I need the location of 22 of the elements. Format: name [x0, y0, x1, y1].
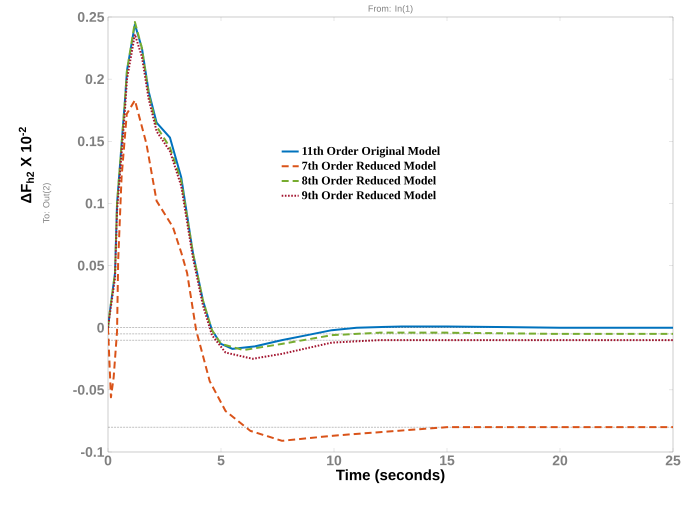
- legend-label: 11th Order Original Model: [302, 146, 440, 158]
- x-axis-title: Time (seconds): [336, 469, 444, 484]
- y-tick-label: 0.05: [78, 260, 104, 271]
- legend-label: 7th Order Reduced Model: [302, 161, 436, 170]
- legend-label: 9th Order Reduced Model: [302, 190, 436, 200]
- text: To: Out(2): [42, 183, 52, 224]
- x-tick-label: 25: [666, 456, 680, 466]
- y-tick-label: 0.15: [78, 136, 104, 146]
- x-tick-label: 5: [218, 456, 224, 466]
- y-axis-title: ΔF$_{h2}$ X 10$^{-2}$: [18, 127, 34, 203]
- y-tick-label: 0.2: [86, 74, 104, 84]
- chart-title: From: In(1): [368, 5, 413, 14]
- x-tick-label: 0: [104, 456, 112, 466]
- legend-label: 8th Order Reduced Model: [302, 176, 436, 185]
- y-tick-label: -0.1: [80, 447, 104, 457]
- x-tick-label: 20: [552, 456, 568, 466]
- y-tick-label: -0.05: [73, 384, 104, 395]
- y-tick-label: 0.1: [86, 198, 104, 208]
- y-tick-label: 0.25: [78, 12, 104, 22]
- x-tick-label: 15: [440, 456, 454, 466]
- y-tick-label: 0: [97, 322, 104, 333]
- x-tick-label: 10: [327, 456, 342, 466]
